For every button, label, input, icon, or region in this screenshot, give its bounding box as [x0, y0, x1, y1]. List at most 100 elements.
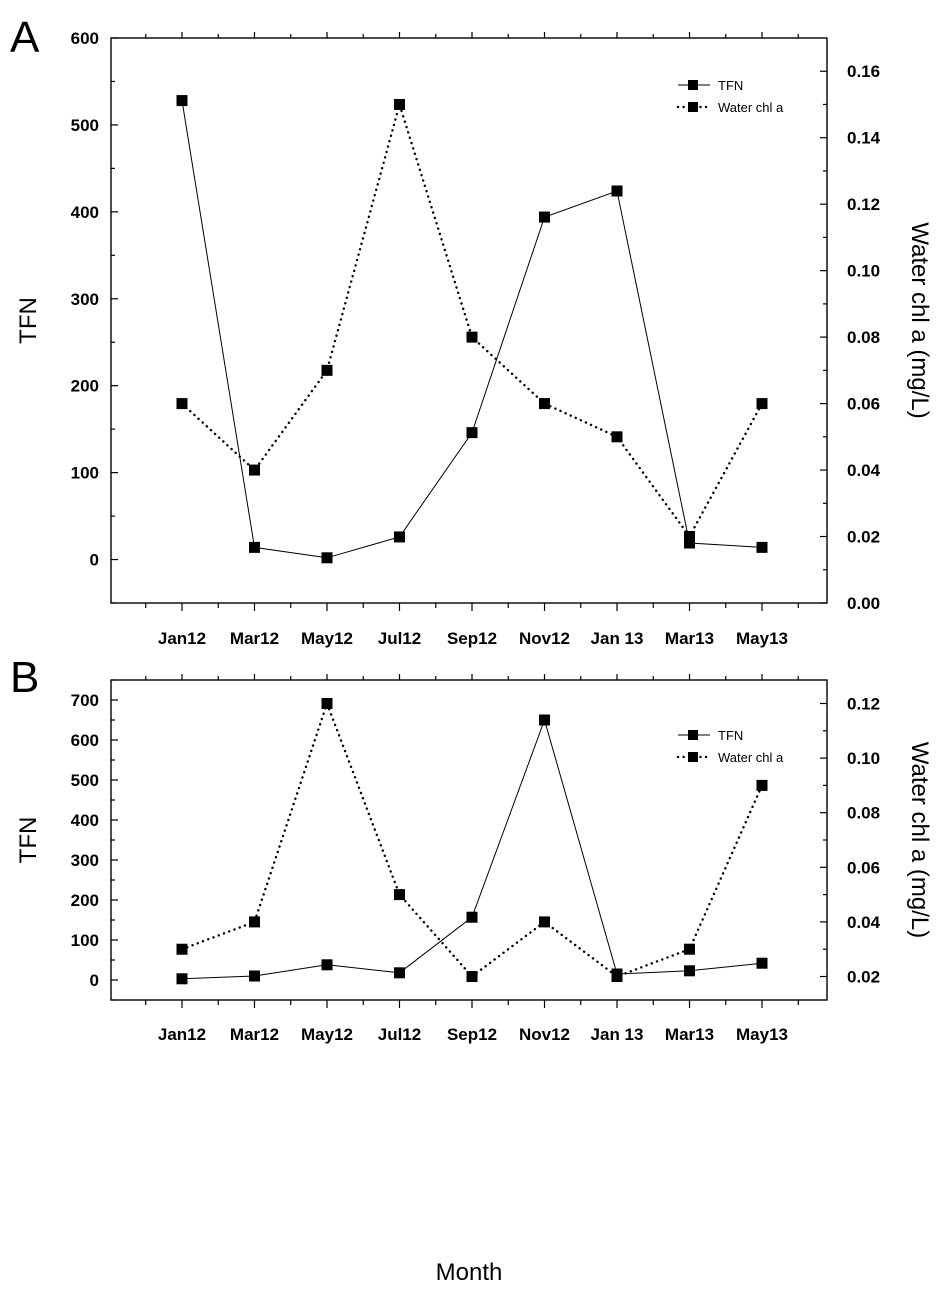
y-right-tick-label: 0.10	[847, 262, 880, 281]
panel-a: A 0 100 200 300 400 500 600 0.00 0.02 0.04 0.06 0.08…	[10, 13, 933, 648]
data-point-water-chl-a	[176, 943, 188, 955]
x-tick-label: Nov12	[519, 629, 570, 648]
y-left-tick-label: 500	[71, 116, 99, 135]
y-right-tick-label: 0.14	[847, 129, 881, 148]
y-right-tick-label: 0.06	[847, 858, 880, 877]
legend-label-tfn: TFN	[718, 78, 743, 93]
legend-label-water-chl-a: Water chl a	[718, 750, 784, 765]
x-tick-label: Jan 13	[591, 629, 644, 648]
data-point-water-chl-a	[539, 916, 550, 928]
y-right-tick-label: 0.10	[847, 749, 880, 768]
data-point-water-chl-a	[176, 398, 188, 410]
y-left-tick-label: 500	[71, 771, 99, 790]
y-left-tick-label: 400	[71, 811, 99, 830]
y-left-tick-label: 300	[71, 851, 99, 870]
data-point-tfn	[176, 973, 188, 985]
x-tick-label: Sep12	[447, 1025, 497, 1044]
data-point-water-chl-a	[756, 779, 768, 791]
y-left-tick-label: 0	[90, 971, 99, 990]
legend-marker-tfn	[688, 80, 698, 90]
data-point-water-chl-a	[466, 331, 478, 343]
data-point-tfn	[249, 541, 260, 553]
data-point-tfn	[756, 957, 768, 969]
y-left-axis-title: TFN	[15, 297, 42, 344]
data-point-tfn	[539, 211, 550, 223]
data-point-water-chl-a	[611, 971, 623, 983]
panel-letter: A	[10, 13, 40, 62]
y-left-axis-title: TFN	[15, 817, 42, 864]
data-point-tfn	[394, 967, 405, 979]
series-line-tfn	[181, 718, 763, 980]
data-point-tfn	[684, 965, 695, 977]
y-left-tick-label: 600	[71, 29, 99, 48]
y-right-tick-label: 0.08	[847, 804, 880, 823]
y-left-tick-label: 100	[71, 464, 99, 483]
y-right-tick-label: 0.02	[847, 528, 880, 547]
data-point-tfn	[321, 552, 333, 564]
legend-label-tfn: TFN	[718, 728, 743, 743]
x-tick-label: Sep12	[447, 629, 497, 648]
data-point-water-chl-a	[249, 916, 260, 928]
x-axis-title: Month	[436, 1259, 503, 1286]
data-point-tfn	[394, 531, 405, 543]
legend-marker-tfn	[688, 730, 698, 740]
data-point-water-chl-a	[756, 398, 768, 410]
x-tick-label: Mar13	[665, 1025, 714, 1044]
x-tick-label: May12	[301, 629, 353, 648]
x-tick-label: Jan12	[158, 629, 206, 648]
series-line-tfn	[181, 100, 763, 559]
legend-marker-water-chl-a	[688, 102, 698, 112]
x-tick-label: Jul12	[378, 629, 421, 648]
data-point-tfn	[321, 959, 333, 971]
y-right-axis-title: Water chl a (mg/L)	[906, 222, 933, 419]
data-point-water-chl-a	[539, 398, 550, 410]
data-point-tfn	[611, 185, 623, 197]
x-tick-label: May13	[736, 1025, 788, 1044]
data-point-tfn	[249, 970, 260, 982]
y-right-tick-label: 0.04	[847, 461, 881, 480]
data-point-water-chl-a	[321, 697, 333, 709]
data-point-water-chl-a	[466, 971, 478, 983]
x-tick-label: Nov12	[519, 1025, 570, 1044]
y-left-tick-label: 300	[71, 290, 99, 309]
data-point-tfn	[539, 714, 550, 726]
data-point-tfn	[176, 95, 188, 107]
y-right-axis-title: Water chl a (mg/L)	[906, 742, 933, 939]
x-tick-label: Jan12	[158, 1025, 206, 1044]
data-point-water-chl-a	[249, 464, 260, 476]
series-line-water-chl-a	[180, 699, 764, 979]
data-point-water-chl-a	[684, 943, 695, 955]
data-point-tfn	[466, 427, 478, 439]
data-point-water-chl-a	[394, 98, 405, 110]
data-point-tfn	[756, 541, 768, 553]
x-tick-label: Mar12	[230, 629, 279, 648]
y-right-tick-label: 0.12	[847, 195, 880, 214]
y-right-tick-label: 0.04	[847, 913, 881, 932]
y-right-tick-label: 0.02	[847, 968, 880, 987]
y-left-tick-label: 200	[71, 377, 99, 396]
y-left-tick-label: 600	[71, 731, 99, 750]
data-point-water-chl-a	[684, 531, 695, 543]
x-tick-label: Mar12	[230, 1025, 279, 1044]
data-point-tfn	[466, 911, 478, 923]
series-line-water-chl-a	[180, 100, 764, 539]
data-point-water-chl-a	[321, 364, 333, 376]
y-right-tick-label: 0.12	[847, 694, 880, 713]
y-left-tick-label: 100	[71, 931, 99, 950]
x-tick-label: Jan 13	[591, 1025, 644, 1044]
y-right-tick-label: 0.16	[847, 62, 880, 81]
x-tick-label: Mar13	[665, 629, 714, 648]
y-right-tick-label: 0.00	[847, 594, 880, 613]
y-left-tick-label: 700	[71, 691, 99, 710]
x-tick-label: Jul12	[378, 1025, 421, 1044]
y-right-tick-label: 0.08	[847, 328, 880, 347]
plot-frame	[110, 37, 828, 604]
panel-b: B 0 100 200 300 400 500 600 700 0.02 0.04 0.06 0.08 0…	[10, 653, 933, 1286]
y-left-tick-label: 200	[71, 891, 99, 910]
y-right-tick-label: 0.06	[847, 395, 880, 414]
y-left-tick-label: 400	[71, 203, 99, 222]
panel-letter: B	[10, 653, 39, 702]
legend-label-water-chl-a: Water chl a	[718, 100, 784, 115]
data-point-water-chl-a	[611, 431, 623, 443]
